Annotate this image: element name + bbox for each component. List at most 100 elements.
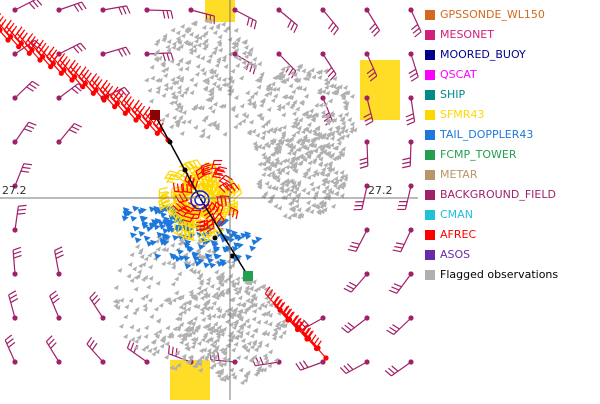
flagged-observation xyxy=(220,21,226,27)
flagged-observation xyxy=(153,306,159,312)
flagged-observation xyxy=(233,113,239,119)
flagged-observation xyxy=(307,128,313,134)
wind-barb xyxy=(189,212,203,222)
wind-barb xyxy=(199,219,209,232)
flagged-observation xyxy=(292,99,298,105)
flagged-observation xyxy=(285,100,291,106)
doppler-observation xyxy=(206,257,214,264)
flagged-observation xyxy=(245,297,251,303)
flagged-observation xyxy=(203,356,209,362)
wind-barb xyxy=(46,49,62,74)
flagged-observation xyxy=(323,177,329,183)
legend-label: TAIL_DOPPLER43 xyxy=(439,128,533,141)
flagged-observation xyxy=(215,58,221,64)
flagged-observation xyxy=(291,150,297,156)
doppler-observation xyxy=(209,262,217,269)
flagged-observation xyxy=(294,203,300,209)
station xyxy=(408,227,414,233)
flagged-observation xyxy=(224,308,230,314)
flagged-observation xyxy=(235,280,241,286)
flagged-observation xyxy=(344,100,350,106)
flagged-observation xyxy=(320,171,326,177)
flagged-observation xyxy=(321,181,327,187)
flagged-observation xyxy=(217,34,223,40)
flagged-observation xyxy=(178,304,184,310)
flagged-observation xyxy=(253,328,259,334)
flagged-observation xyxy=(234,47,240,53)
flagged-observation xyxy=(181,119,187,125)
flagged-observation xyxy=(307,113,313,119)
flagged-observation xyxy=(308,108,314,114)
flagged-observation xyxy=(175,74,181,80)
flagged-observation xyxy=(289,104,295,110)
flagged-observation xyxy=(181,109,187,115)
wind-barb xyxy=(205,212,217,227)
flagged-observation xyxy=(171,44,177,50)
flagged-observation xyxy=(209,74,215,80)
flagged-observation xyxy=(266,172,272,178)
flagged-observation xyxy=(257,365,263,371)
wind-barb xyxy=(172,200,187,212)
legend-swatch xyxy=(425,170,435,180)
flagged-observation xyxy=(195,304,201,310)
flagged-observation xyxy=(324,184,330,190)
wind-barb xyxy=(14,80,40,99)
flagged-observation xyxy=(130,336,136,342)
flagged-observation xyxy=(189,327,195,333)
flagged-observation xyxy=(278,333,284,339)
doppler-observation xyxy=(132,225,140,232)
flagged-observation xyxy=(180,33,186,39)
wind-barb xyxy=(182,183,193,194)
flagged-observation xyxy=(188,289,194,295)
flagged-observation xyxy=(301,68,307,74)
flagged-observation xyxy=(233,319,239,325)
flagged-observation xyxy=(203,38,209,44)
legend-swatch xyxy=(425,50,435,60)
legend-swatch xyxy=(425,90,435,100)
wind-barb xyxy=(6,19,22,44)
wind-barb xyxy=(402,141,412,169)
flagged-observation xyxy=(164,112,170,118)
flagged-observation xyxy=(231,324,237,330)
flagged-observation xyxy=(203,332,209,338)
flagged-observation xyxy=(160,117,166,123)
flagged-observation xyxy=(276,103,282,109)
wind-barb xyxy=(213,212,225,227)
flagged-observation xyxy=(171,94,177,100)
flagged-observation xyxy=(191,340,197,346)
flagged-observation xyxy=(228,273,234,279)
flagged-observation xyxy=(155,85,161,91)
flagged-observation xyxy=(229,314,235,320)
flagged-observation xyxy=(248,303,254,309)
flagged-observation xyxy=(157,329,163,335)
flagged-observation xyxy=(192,295,198,301)
flagged-observation xyxy=(334,90,340,96)
flagged-observation xyxy=(179,321,185,327)
wind-barb xyxy=(58,42,87,55)
flagged-observation xyxy=(199,289,205,295)
flagged-observation xyxy=(186,119,192,125)
flagged-observation xyxy=(257,340,263,346)
flagged-observation xyxy=(194,360,200,366)
station xyxy=(408,315,414,321)
flagged-observation xyxy=(140,295,146,301)
flagged-observation xyxy=(262,166,268,172)
flagged-observation xyxy=(241,118,247,124)
flagged-observation xyxy=(186,306,192,312)
station xyxy=(364,271,370,277)
station xyxy=(12,315,18,321)
flagged-observation xyxy=(294,198,300,204)
flagged-observation xyxy=(322,194,328,200)
station xyxy=(56,139,62,145)
flagged-observation xyxy=(329,142,335,148)
station xyxy=(12,139,18,145)
flagged-observation xyxy=(213,348,219,354)
flagged-observation xyxy=(277,137,283,143)
flagged-observation xyxy=(158,302,164,308)
flagged-observation xyxy=(293,123,299,129)
flagged-observation xyxy=(183,252,189,258)
flagged-observation xyxy=(221,312,227,318)
flagged-observation xyxy=(261,311,267,317)
flagged-observation xyxy=(174,290,180,296)
doppler-observation xyxy=(176,249,184,256)
